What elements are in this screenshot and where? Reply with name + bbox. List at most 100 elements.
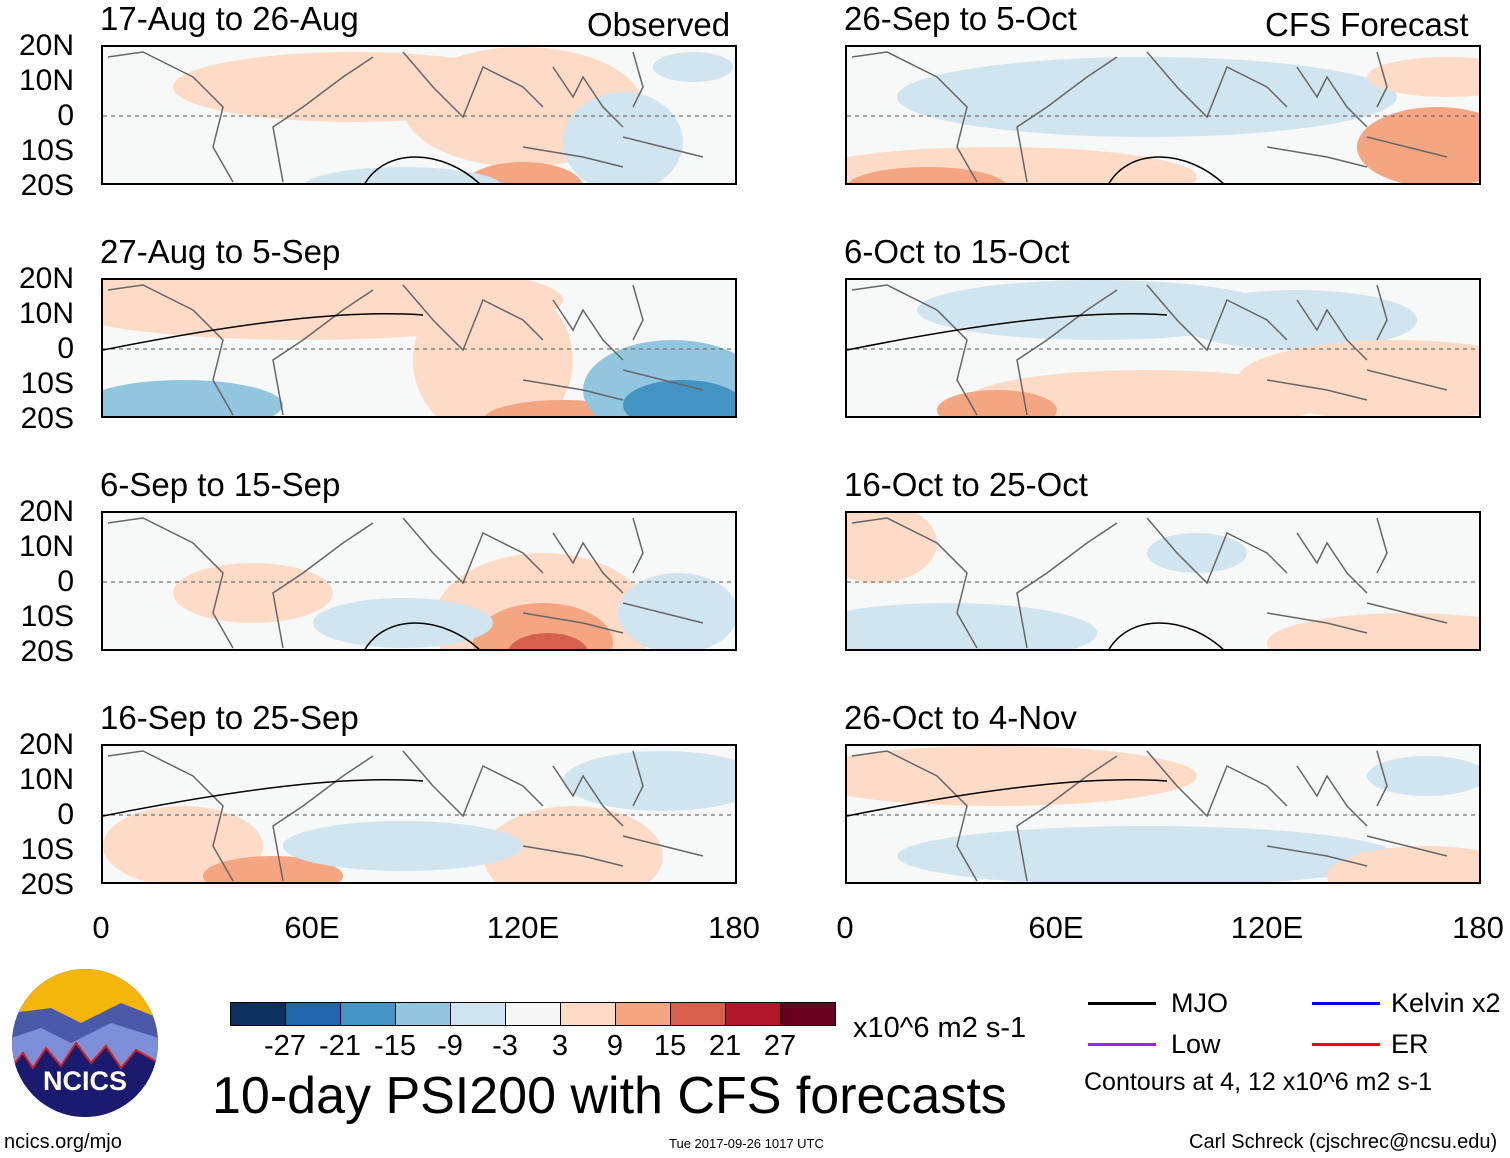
anomaly-region <box>1367 756 1479 796</box>
mjo-contour <box>847 313 1168 351</box>
colorbar-swatch <box>725 1002 781 1026</box>
latitude-label: 10S <box>20 134 74 167</box>
anomaly-region <box>203 856 343 882</box>
panel-title: 26-Sep to 5-Oct <box>844 0 1077 37</box>
colorbar-swatch <box>670 1002 726 1026</box>
anomaly-region <box>508 633 588 649</box>
latitude-label: 10N <box>18 530 74 563</box>
anomaly-region <box>847 746 1197 806</box>
legend-low-label: Low <box>1171 1029 1221 1059</box>
footer-timestamp: Tue 2017-09-26 1017 UTC <box>669 1136 824 1151</box>
longitude-label: 180 <box>708 910 760 945</box>
colorbar-label: 15 <box>653 1030 687 1062</box>
panel-title: 26-Oct to 4-Nov <box>844 699 1077 736</box>
coastline <box>851 750 1448 882</box>
colorbar-label: -21 <box>319 1030 361 1062</box>
map-panel <box>845 45 1481 185</box>
mjo-contour <box>1108 156 1224 183</box>
anomaly-region <box>897 57 1397 137</box>
colorbar-swatch <box>285 1002 341 1026</box>
colorbar-swatch <box>615 1002 671 1026</box>
panel-title: 17-Aug to 26-Aug <box>100 0 359 37</box>
coastline <box>107 51 704 183</box>
longitude-label: 60E <box>284 910 340 945</box>
anomaly-region <box>1237 340 1479 416</box>
legend-mjo-label: MJO <box>1171 988 1228 1018</box>
coastline <box>851 51 1448 183</box>
latitude-label: 10S <box>20 833 74 866</box>
map-panel <box>845 744 1481 884</box>
map-panel <box>101 45 737 185</box>
legend-er-line <box>1312 1043 1380 1046</box>
longitude-label: 180 <box>1452 910 1504 945</box>
longitude-label: 120E <box>1230 910 1304 945</box>
anomaly-region <box>653 52 733 82</box>
colorbar-label: -27 <box>264 1030 306 1062</box>
panel-title: 6-Oct to 15-Oct <box>844 233 1070 270</box>
longitude-label: 120E <box>486 910 560 945</box>
footer-author: Carl Schreck (cjschrec@ncsu.edu) <box>1189 1131 1498 1153</box>
legend-mjo-line <box>1088 1002 1156 1005</box>
observed-header: Observed <box>587 6 731 43</box>
legend-low-line <box>1088 1043 1156 1046</box>
coastline <box>107 284 704 416</box>
longitude-label: 0 <box>836 910 854 945</box>
latitude-label: 10N <box>18 763 74 796</box>
mjo-contour <box>103 313 424 351</box>
anomaly-region <box>618 573 735 649</box>
coastline <box>107 517 704 649</box>
colorbar-swatch <box>450 1002 506 1026</box>
legend-kelvin-line <box>1312 1002 1380 1005</box>
longitude-label: 0 <box>92 910 110 945</box>
anomaly-region <box>847 513 937 583</box>
latitude-label: 20S <box>20 402 74 435</box>
colorbar-label: 3 <box>551 1030 569 1062</box>
coastline <box>851 517 1448 649</box>
anomaly-region <box>283 821 523 871</box>
colorbar-units: x10^6 m2 s-1 <box>853 1012 1027 1044</box>
panel-title: 16-Sep to 25-Sep <box>100 699 359 736</box>
colorbar-swatch <box>505 1002 561 1026</box>
figure-title: 10-day PSI200 with CFS forecasts <box>212 1067 1007 1125</box>
anomaly-region <box>483 806 663 882</box>
latitude-label: 10N <box>18 64 74 97</box>
forecast-header: CFS Forecast <box>1265 6 1469 43</box>
latitude-label: 20N <box>18 728 74 761</box>
anomaly-region <box>305 167 501 183</box>
latitude-label: 20S <box>20 868 74 901</box>
map-panel <box>845 511 1481 651</box>
latitude-label: 10N <box>18 297 74 330</box>
ncics-logo: NCICS <box>11 968 159 1118</box>
footer-url[interactable]: ncics.org/mjo <box>4 1131 122 1153</box>
colorbar-swatch <box>560 1002 616 1026</box>
colorbar-label: 27 <box>763 1030 797 1062</box>
colorbar-swatch <box>340 1002 396 1026</box>
legend-kelvin-label: Kelvin x2 <box>1391 988 1501 1018</box>
latitude-label: 20S <box>20 169 74 202</box>
coastline <box>107 750 704 882</box>
anomaly-region <box>1367 57 1479 97</box>
panel-title: 27-Aug to 5-Sep <box>100 233 341 270</box>
colorbar-swatch <box>230 1002 286 1026</box>
map-panel <box>101 744 737 884</box>
anomaly-region <box>1357 107 1479 183</box>
latitude-label: 10S <box>20 367 74 400</box>
mjo-contour <box>103 779 424 817</box>
anomaly-region <box>897 826 1397 882</box>
colorbar-swatch <box>780 1002 836 1026</box>
colorbar-label: -15 <box>374 1030 416 1062</box>
anomaly-region <box>563 751 735 811</box>
legend-er-label: ER <box>1391 1029 1429 1059</box>
latitude-label: 0 <box>57 565 74 598</box>
colorbar-swatch <box>395 1002 451 1026</box>
latitude-label: 0 <box>57 332 74 365</box>
anomaly-region <box>967 370 1327 416</box>
logo-text: NCICS <box>42 1066 127 1096</box>
latitude-label: 0 <box>57 99 74 132</box>
coastline <box>851 284 1448 416</box>
anomaly-region <box>103 380 283 416</box>
colorbar-label: 21 <box>708 1030 742 1062</box>
colorbar-label: 9 <box>606 1030 624 1062</box>
colorbar-label: -9 <box>437 1030 463 1062</box>
map-panel <box>845 278 1481 418</box>
